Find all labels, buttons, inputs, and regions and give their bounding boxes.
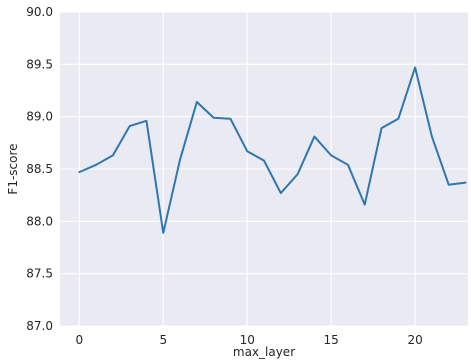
y-axis-ticks: 87.0 87.5 88.0 88.5 89.0 89.5 90.0 bbox=[26, 5, 53, 333]
grid-lines bbox=[60, 11, 468, 327]
series-group bbox=[78, 66, 467, 234]
y-tick-label: 90.0 bbox=[26, 5, 53, 19]
y-tick-label: 89.5 bbox=[26, 57, 53, 71]
x-tick-label: 0 bbox=[75, 333, 83, 347]
y-tick-label: 87.5 bbox=[26, 267, 53, 281]
series-line bbox=[78, 66, 467, 234]
x-axis-label: max_layer bbox=[233, 345, 295, 359]
x-tick-label: 5 bbox=[159, 333, 167, 347]
y-tick-label: 88.0 bbox=[26, 214, 53, 228]
y-tick-label: 88.5 bbox=[26, 162, 53, 176]
x-tick-label: 20 bbox=[407, 333, 422, 347]
y-tick-label: 87.0 bbox=[26, 319, 53, 333]
y-axis-label: F1-score bbox=[6, 143, 20, 194]
x-axis-ticks: 0 5 10 15 20 bbox=[75, 333, 422, 347]
x-tick-label: 10 bbox=[240, 333, 255, 347]
y-tick-label: 89.0 bbox=[26, 110, 53, 124]
x-tick-label: 15 bbox=[324, 333, 339, 347]
